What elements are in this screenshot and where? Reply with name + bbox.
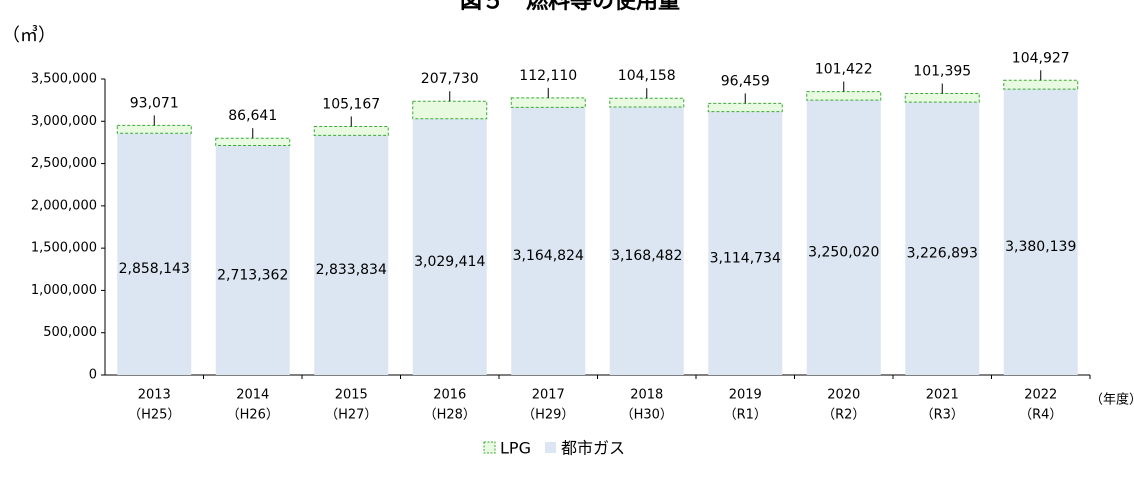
bar-segment <box>510 97 586 108</box>
data-label: 104,927 <box>1012 50 1070 66</box>
bar-segment <box>1003 79 1079 90</box>
bar-segment <box>412 118 487 376</box>
bar-segment <box>707 102 783 113</box>
bar-segment <box>904 93 980 103</box>
chart-title: 図５ 燃料等の使用量 <box>460 0 680 14</box>
x-tick-label: （H25） <box>128 408 180 423</box>
bar-segment <box>215 145 290 375</box>
x-tick-label: 2018 <box>630 388 663 403</box>
bar-segment <box>117 133 192 375</box>
x-tick-label: （R3） <box>921 408 964 423</box>
bar-segment <box>314 135 389 375</box>
x-tick-label: （H28） <box>424 408 476 423</box>
data-label: 93,071 <box>130 95 179 111</box>
x-tick-label: 2022 <box>1024 388 1057 403</box>
bar-segment <box>609 107 684 375</box>
x-tick-label: 2021 <box>926 388 959 403</box>
y-tick-label: 2,000,000 <box>31 198 97 213</box>
data-label: 3,380,139 <box>1005 239 1076 255</box>
bar-segment <box>905 102 980 375</box>
data-label: 86,641 <box>228 108 277 124</box>
x-tick-label: 2013 <box>138 388 171 403</box>
legend-swatch <box>544 442 556 453</box>
bar-segment <box>412 100 488 120</box>
x-tick-label: 2016 <box>433 388 466 403</box>
x-tick-label: 2017 <box>532 388 565 403</box>
bar-segment <box>806 100 881 375</box>
bar-segment <box>116 124 192 134</box>
data-label: 3,114,734 <box>710 250 781 266</box>
bar-segment <box>1003 89 1078 376</box>
legend-label: LPG <box>500 439 531 458</box>
y-tick-label: 0 <box>89 368 97 383</box>
data-label: 105,167 <box>322 96 380 112</box>
y-tick-label: 3,500,000 <box>31 72 97 87</box>
data-label: 3,250,020 <box>808 245 879 261</box>
data-label: 104,158 <box>618 68 676 84</box>
x-tick-label: 2014 <box>236 388 269 403</box>
x-tick-label: （R4） <box>1019 408 1062 423</box>
y-tick-label: 3,000,000 <box>31 114 97 129</box>
x-tick-label: （R2） <box>822 408 865 423</box>
y-axis-label: （㎥） <box>2 25 56 46</box>
bar-segment <box>511 107 586 375</box>
y-tick-label: 500,000 <box>43 325 97 340</box>
bar-segment <box>806 91 882 101</box>
data-label: 3,029,414 <box>414 254 485 270</box>
bar-segment <box>215 137 291 147</box>
data-label: 3,168,482 <box>611 248 682 264</box>
y-tick-label: 1,000,000 <box>31 283 97 298</box>
x-tick-label: 2019 <box>729 388 762 403</box>
data-label: 2,858,143 <box>119 261 190 277</box>
x-tick-label: 2015 <box>335 388 368 403</box>
x-tick-label: （R1） <box>724 408 767 423</box>
y-tick-label: 1,500,000 <box>31 241 97 256</box>
data-label: 2,833,834 <box>316 262 387 278</box>
x-tick-label: （H26） <box>227 408 279 423</box>
bar-segment <box>609 97 685 108</box>
data-label: 207,730 <box>421 71 479 87</box>
data-label: 101,422 <box>815 62 873 78</box>
data-label: 3,226,893 <box>907 246 978 262</box>
bar-segment <box>313 125 389 136</box>
bar-segment <box>708 111 783 376</box>
x-tick-label: 2020 <box>827 388 860 403</box>
x-axis-label: （年度） <box>1090 392 1134 408</box>
data-label: 101,395 <box>913 64 971 80</box>
data-label: 96,459 <box>721 73 770 89</box>
data-label: 3,164,824 <box>513 248 584 264</box>
data-label: 2,713,362 <box>217 267 288 283</box>
x-tick-label: （H29） <box>522 408 574 423</box>
x-tick-label: （H27） <box>325 408 377 423</box>
legend-swatch <box>483 441 496 454</box>
legend-label: 都市ガス <box>561 439 625 458</box>
x-tick-label: （H30） <box>621 408 673 423</box>
y-tick-label: 2,500,000 <box>31 156 97 171</box>
data-label: 112,110 <box>519 68 577 84</box>
